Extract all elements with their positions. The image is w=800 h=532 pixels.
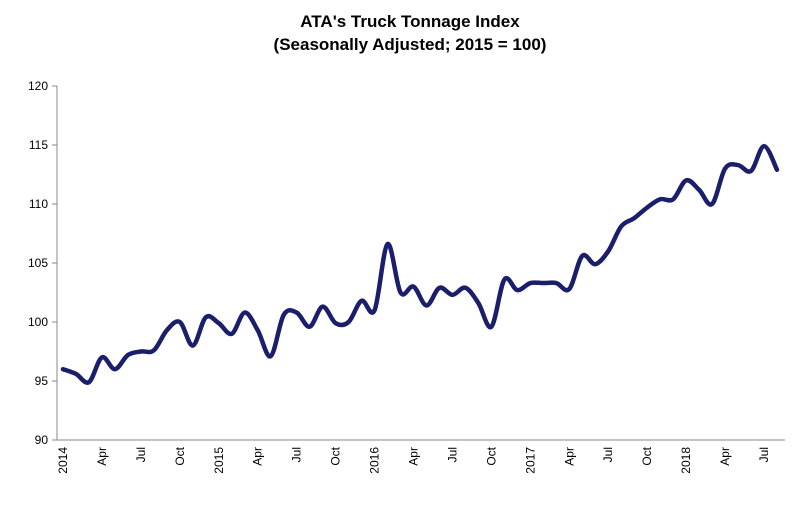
x-tick-label: 2016	[368, 447, 382, 474]
data-line	[60, 143, 780, 385]
chart-title: ATA's Truck Tonnage Index	[300, 12, 520, 31]
chart-subtitle: (Seasonally Adjusted; 2015 = 100)	[274, 35, 547, 54]
x-tick-label: Jul	[290, 447, 304, 462]
x-tick-label: Oct	[173, 446, 187, 465]
y-tick-label: 100	[28, 315, 48, 329]
x-tick-label: Jul	[601, 447, 615, 462]
x-tick-label: Apr	[95, 447, 109, 466]
x-tick-label: Apr	[562, 447, 576, 466]
x-tick-label: Jul	[757, 447, 771, 462]
y-tick-label: 110	[29, 197, 48, 211]
y-tick-label: 105	[28, 256, 48, 270]
x-tick-label: 2018	[679, 447, 693, 474]
x-tick-label: 2015	[212, 447, 226, 474]
x-tick-label: 2014	[56, 447, 70, 474]
y-tick-label: 95	[35, 374, 49, 388]
x-tick-label: 2017	[523, 447, 537, 474]
x-tick-label: Oct	[640, 446, 654, 465]
y-tick-label: 90	[35, 433, 49, 447]
x-tick-label: Oct	[329, 446, 343, 465]
x-tick-label: Jul	[134, 447, 148, 462]
x-tick-label: Jul	[445, 447, 459, 462]
x-tick-label: Apr	[718, 447, 732, 466]
y-tick-label: 120	[28, 79, 48, 93]
x-tick-label: Apr	[407, 447, 421, 466]
x-tick-label: Oct	[484, 446, 498, 465]
y-tick-label: 115	[29, 138, 48, 152]
x-tick-label: Apr	[251, 447, 265, 466]
